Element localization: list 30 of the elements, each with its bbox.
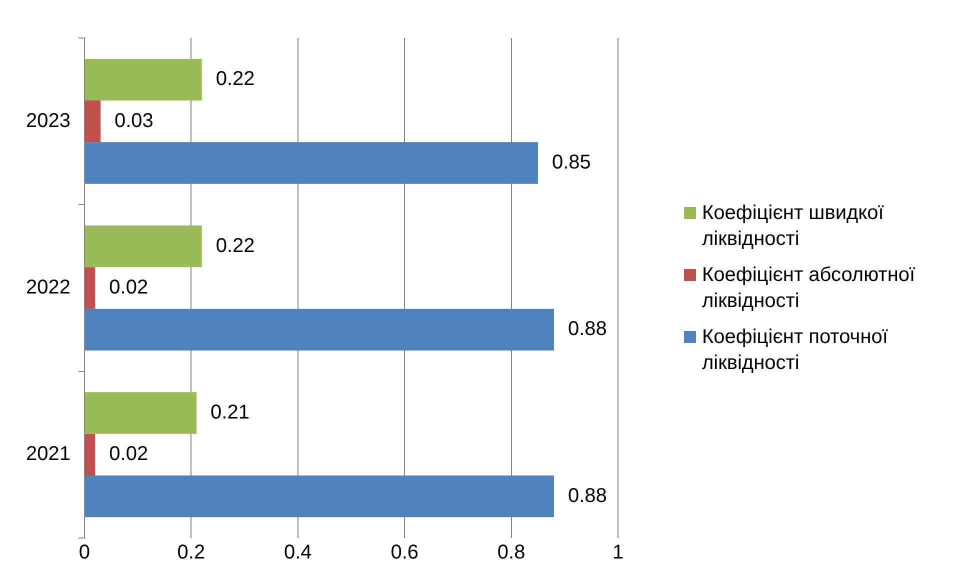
bar	[84, 142, 538, 184]
data-label: 0.88	[568, 484, 607, 507]
bar	[84, 476, 554, 518]
bar	[84, 267, 96, 309]
bar	[84, 392, 197, 434]
data-label: 0.88	[568, 318, 607, 340]
data-label: 0.22	[216, 234, 255, 257]
x-tick-label: 1	[612, 542, 624, 564]
bar	[84, 434, 96, 476]
bar	[84, 308, 554, 350]
x-tick-label: 0	[78, 542, 90, 564]
x-tick-label: 0.2	[177, 542, 206, 564]
data-label: 0.85	[552, 152, 591, 174]
data-label: 0.21	[210, 402, 250, 424]
x-tick-label: 0.8	[497, 542, 526, 564]
bar	[84, 100, 100, 142]
data-label: 0.02	[109, 443, 148, 466]
bar	[84, 58, 202, 100]
x-tick-label: 0.4	[284, 542, 312, 564]
data-label: 0.02	[109, 276, 148, 299]
y-tick-label: 2021	[26, 443, 70, 466]
legend-label: Коефіцієнт швидкої ліквідності	[702, 201, 885, 252]
legend-label: Коефіцієнт поточної ліквідності	[702, 325, 889, 376]
data-label: 0.03	[114, 110, 154, 132]
bar	[84, 226, 202, 268]
y-tick-label: 2022	[26, 276, 70, 299]
data-label: 0.22	[216, 68, 255, 90]
legend-label: Коефіцієнт абсолютної ліквідності	[702, 263, 916, 314]
y-tick-label: 2023	[26, 110, 70, 132]
x-tick-label: 0.6	[390, 542, 419, 564]
